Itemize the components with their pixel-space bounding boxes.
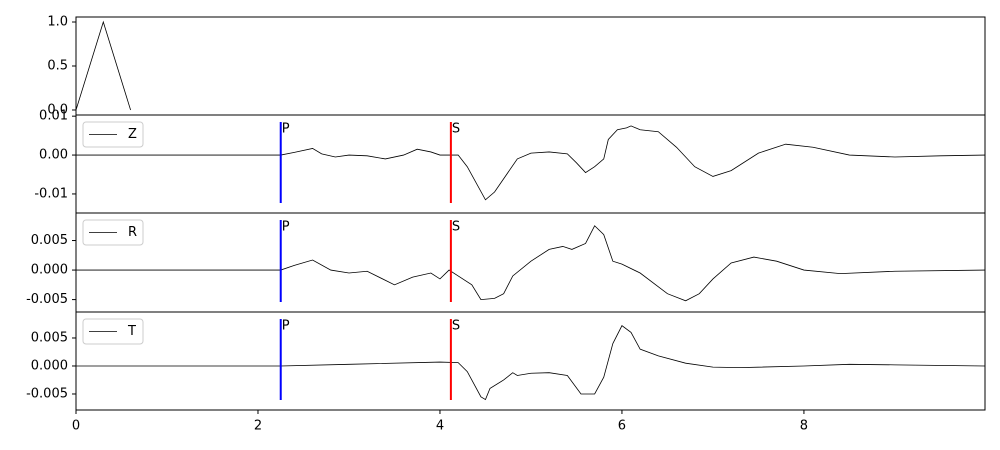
x-tick-label: 4 bbox=[436, 419, 444, 434]
x-tick-label: 8 bbox=[800, 419, 808, 434]
y-tick-label: 0.5 bbox=[47, 59, 68, 74]
phase-label: S bbox=[452, 122, 460, 137]
phase-label: P bbox=[282, 319, 290, 334]
y-tick-label: 0.01 bbox=[39, 109, 68, 124]
axes-frame bbox=[75, 114, 986, 214]
y-tick-label: 0.005 bbox=[31, 233, 68, 248]
trace-line bbox=[76, 125, 986, 201]
y-tick-label: 0.0 bbox=[47, 102, 68, 117]
y-tick-label: 0.000 bbox=[31, 263, 68, 278]
y-tick-label: 0.005 bbox=[31, 330, 68, 345]
x-tick-label: 0 bbox=[72, 419, 80, 434]
x-tick-label: 2 bbox=[254, 419, 262, 434]
phase-label: S bbox=[452, 220, 460, 235]
y-tick-label: -0.005 bbox=[26, 386, 68, 401]
axes-frame bbox=[75, 16, 986, 116]
y-tick-label: -0.005 bbox=[26, 292, 68, 307]
x-tick-label: 6 bbox=[618, 419, 626, 434]
trace-line bbox=[75, 20, 131, 111]
trace-line bbox=[76, 225, 986, 302]
axes-frame bbox=[75, 212, 986, 313]
legend-label: Z bbox=[128, 127, 137, 142]
trace-line bbox=[76, 325, 986, 401]
legend-label: T bbox=[127, 324, 136, 339]
y-tick-label: -0.01 bbox=[34, 186, 68, 201]
phase-label: S bbox=[452, 319, 460, 334]
axes-frame bbox=[75, 311, 986, 411]
y-tick-label: 0.00 bbox=[39, 148, 68, 163]
phase-label: P bbox=[282, 122, 290, 137]
legend-label: R bbox=[128, 225, 137, 240]
y-tick-label: 1.0 bbox=[47, 15, 68, 30]
phase-label: P bbox=[282, 220, 290, 235]
y-tick-label: 0.000 bbox=[31, 358, 68, 373]
